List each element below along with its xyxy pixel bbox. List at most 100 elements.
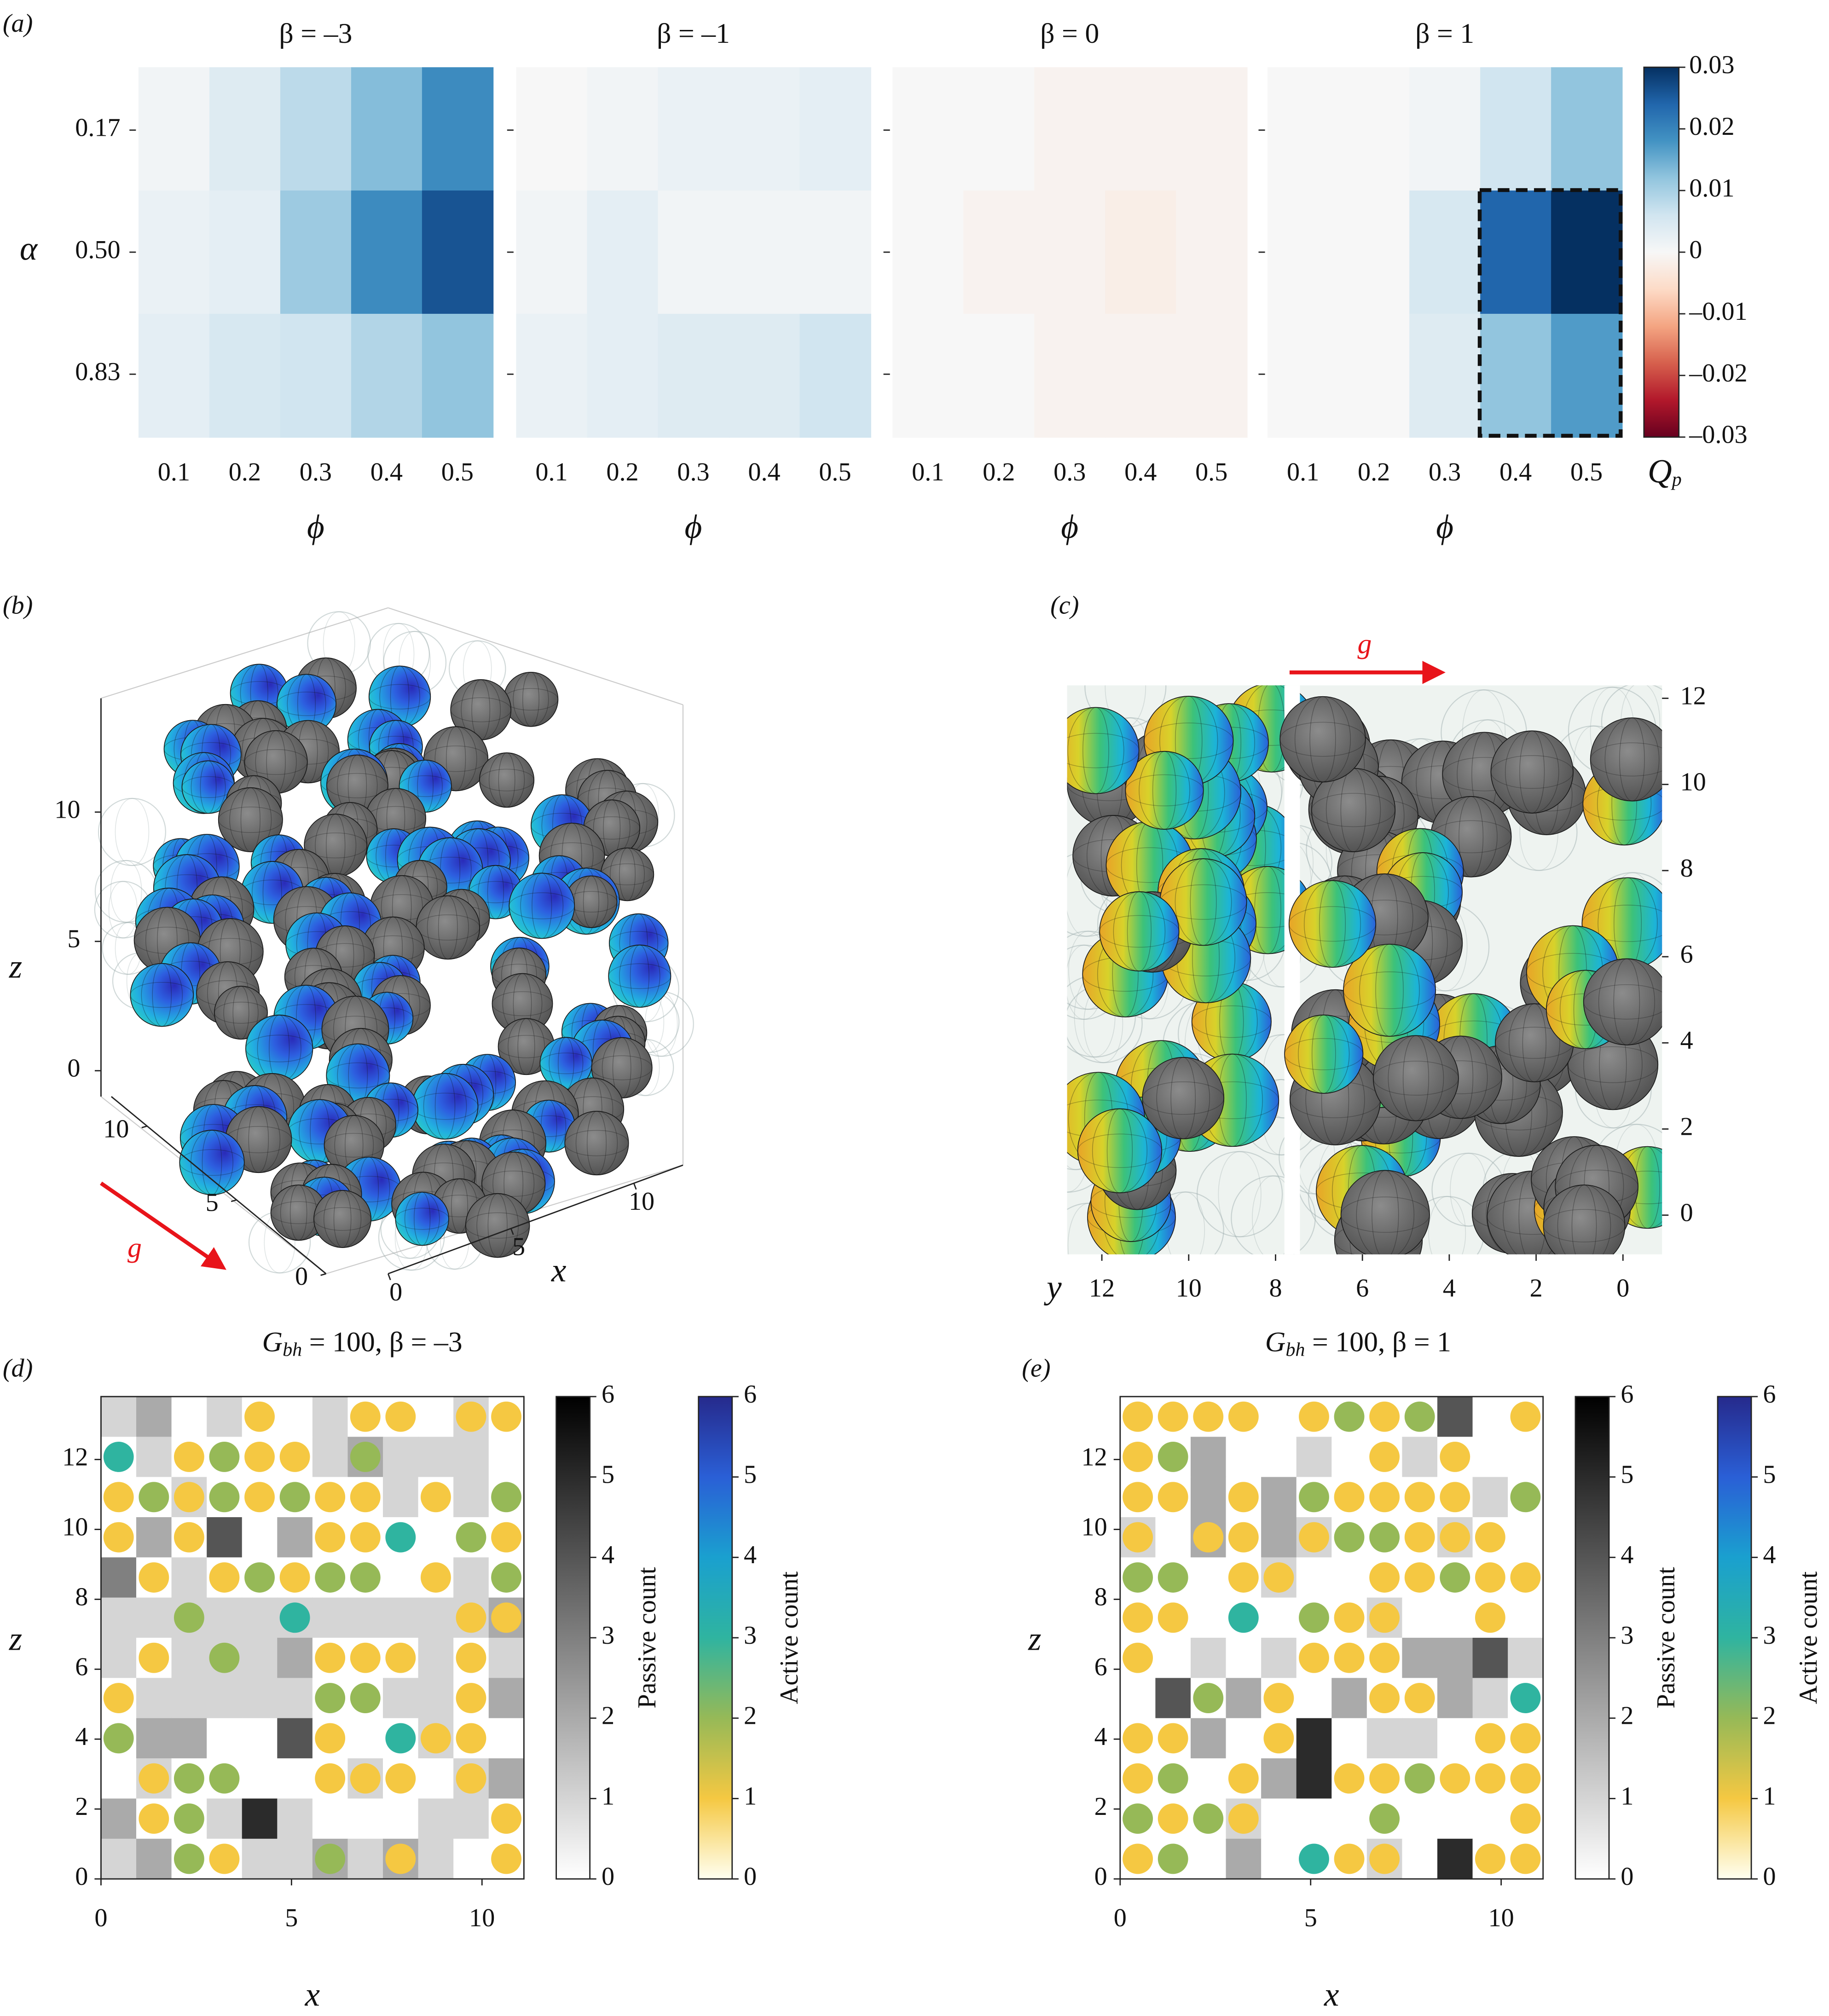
active-marker (315, 1522, 346, 1553)
z-tick-label: 8 (1680, 854, 1693, 883)
passive-cell (1437, 1718, 1473, 1759)
particle-mesh (1388, 1035, 1444, 1121)
particle-mesh (532, 872, 552, 939)
particle-mesh (289, 1184, 307, 1241)
active-marker (1369, 1522, 1400, 1553)
particle-mesh (479, 768, 534, 791)
passive-cell (207, 1718, 243, 1759)
active-marker (1404, 1401, 1435, 1432)
panel-title: β = –1 (657, 18, 730, 49)
heatmap-cell (963, 67, 1035, 191)
colorbar-tick-label: –0.01 (1689, 297, 1747, 326)
particle (1590, 717, 1662, 802)
box-edge (388, 607, 683, 705)
heatmap-cell (1551, 191, 1623, 315)
particle-mesh (240, 787, 260, 852)
heatmap-cell (799, 191, 871, 315)
particle-mesh (202, 1130, 222, 1196)
particle-mesh (1309, 696, 1336, 783)
passive-cell (101, 1798, 137, 1839)
active-marker (1404, 1482, 1435, 1513)
active-marker (1369, 1683, 1400, 1713)
particle (98, 797, 166, 866)
active-marker (1123, 1602, 1153, 1633)
particle-mesh (232, 986, 249, 1040)
x-tick (510, 1228, 514, 1235)
active-marker (456, 1642, 486, 1673)
passive-cell (1331, 1557, 1367, 1598)
particle-mesh (1373, 1061, 1459, 1096)
heatmap-cell (963, 313, 1035, 438)
particle-mesh (513, 672, 549, 727)
passive-cell (1261, 1437, 1297, 1478)
active-marker (456, 1723, 486, 1754)
particle-mesh (1402, 1035, 1429, 1121)
passive-cell (1296, 1678, 1332, 1719)
gravity-label: g (127, 1232, 142, 1264)
heatmap-cell (1480, 67, 1552, 191)
passive-cell (1437, 1678, 1473, 1719)
particle-mesh (1092, 1108, 1148, 1193)
colorbar-tick-label: 0 (602, 1862, 614, 1891)
active-marker (420, 1723, 451, 1754)
particle-mesh (229, 787, 272, 852)
active-marker (209, 1763, 240, 1794)
particle-mesh (262, 861, 282, 924)
y-axis-label: z (1028, 1620, 1041, 1658)
particle (1279, 696, 1366, 783)
active-marker (1158, 1803, 1188, 1834)
particle-mesh (1343, 971, 1436, 1009)
heatmap-cell (1551, 67, 1623, 191)
passive-cell (312, 1396, 348, 1438)
passive-cell (1296, 1718, 1332, 1759)
x-tick-label: 0.5 (1195, 458, 1227, 486)
particle-body (1125, 751, 1204, 830)
particle-mesh (1156, 1057, 1210, 1139)
passive-cell (136, 1597, 172, 1639)
heatmap-cell (1551, 313, 1623, 438)
particle-mesh (141, 963, 183, 1027)
particle-mesh (610, 847, 645, 901)
particle-body (1288, 880, 1377, 968)
heatmap-cell (1409, 191, 1481, 315)
active-marker (209, 1442, 240, 1472)
active-marker (456, 1522, 486, 1553)
particle-ghost (1231, 1175, 1316, 1254)
active-marker (1123, 1763, 1153, 1794)
active-marker (385, 1642, 416, 1673)
active-marker (1510, 1683, 1541, 1713)
passive-cell (1155, 1517, 1192, 1558)
particle-mesh (1519, 730, 1545, 814)
particle-mesh (608, 963, 671, 989)
active-marker (1440, 1482, 1470, 1513)
particle-body (313, 1190, 372, 1248)
active-marker (103, 1522, 134, 1553)
heatmap-cell (658, 67, 729, 191)
y-tick-label: 4 (1094, 1722, 1107, 1751)
y-tick-label: 8 (1269, 1274, 1282, 1302)
passive-cell (101, 1758, 137, 1799)
x-tick-label: 0.1 (912, 458, 944, 486)
particle-mesh (326, 773, 388, 798)
particle-mesh (1284, 1038, 1364, 1070)
particle-mesh (1522, 1003, 1546, 1082)
passive-cell (101, 1638, 137, 1679)
particle-mesh (564, 1130, 629, 1156)
y-tick-label: 5 (206, 1189, 219, 1217)
particle-body (1543, 1184, 1626, 1254)
active-marker (1299, 1482, 1329, 1513)
panel-title: β = 1 (1415, 18, 1474, 49)
colorbar-tick-label: 3 (744, 1621, 757, 1650)
particle-mesh (130, 982, 194, 1008)
particle-mesh (481, 1171, 546, 1197)
active-marker (1123, 1482, 1153, 1513)
passive-cell (1261, 1758, 1297, 1799)
passive-cell (1120, 1678, 1156, 1719)
passive-cell (1226, 1437, 1262, 1478)
passive-cell (1261, 1517, 1297, 1558)
heatmap-cell (138, 191, 210, 315)
particle-mesh (487, 1193, 508, 1258)
active-marker (491, 1401, 521, 1432)
active-marker (1334, 1602, 1365, 1633)
gap (1284, 685, 1300, 1254)
